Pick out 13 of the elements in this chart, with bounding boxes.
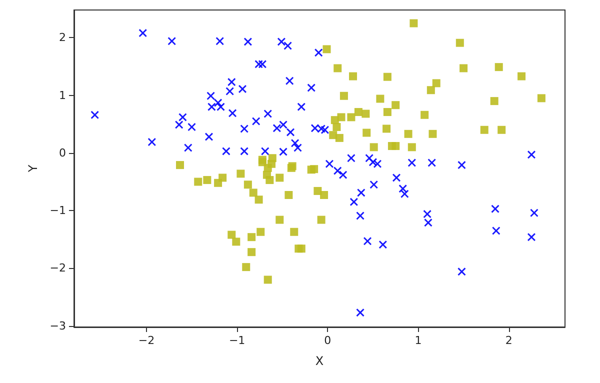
x-tick-label: 0: [324, 334, 332, 347]
x-tick-label: 1: [414, 334, 422, 347]
y-tick-label: 1: [59, 88, 66, 102]
y-tick-label: −2: [50, 262, 66, 275]
x-axis-title: X: [315, 354, 324, 368]
x-tick-label: −2: [138, 334, 155, 347]
x-tick-label: −1: [228, 334, 246, 347]
x-tick-label: 2: [505, 334, 512, 347]
y-tick-label: 2: [59, 31, 66, 44]
y-tick-label: 0: [59, 146, 66, 160]
y-tick-label: −1: [50, 204, 66, 218]
y-axis-title: Y: [26, 164, 40, 174]
y-tick-label: −3: [50, 319, 66, 332]
